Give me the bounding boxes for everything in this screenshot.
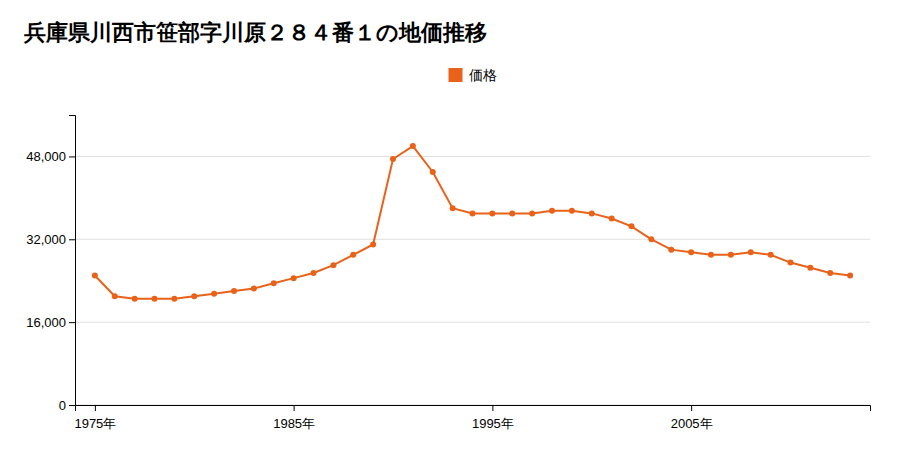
- y-axis: 0 16,000 32,000 48,000: [26, 116, 75, 413]
- y-tick-mark: [69, 405, 75, 406]
- point: [251, 285, 257, 291]
- point: [211, 291, 217, 297]
- x-tick-label: 1995年: [472, 416, 514, 431]
- point: [450, 205, 456, 211]
- point: [629, 223, 635, 229]
- plot: 0 16,000 32,000 48,000 1975年 1985年 1995年 2005年: [26, 116, 870, 432]
- line: [95, 146, 850, 299]
- point: [569, 208, 575, 214]
- point: [470, 210, 476, 216]
- legend-item: 価格: [449, 67, 497, 83]
- y-tick: 16,000: [26, 315, 75, 330]
- point: [668, 247, 674, 253]
- point: [708, 252, 714, 258]
- point: [609, 216, 615, 222]
- x-tick-label: 2005年: [671, 416, 713, 431]
- x-tick-mark: [95, 405, 96, 411]
- points: [92, 143, 853, 302]
- y-tick-mark: [69, 156, 75, 157]
- point: [648, 236, 654, 242]
- x-tick-label: 1975年: [74, 416, 116, 431]
- marks: [92, 143, 853, 302]
- point: [152, 296, 158, 302]
- y-tick-label: 0: [59, 398, 66, 413]
- point: [191, 293, 197, 299]
- x-tick: 1975年: [74, 405, 116, 431]
- point: [589, 210, 595, 216]
- x-tick: 1995年: [472, 405, 514, 431]
- point: [171, 296, 177, 302]
- y-tick-mark: [69, 322, 75, 323]
- grid: [75, 156, 870, 405]
- y-tick-label: 16,000: [26, 315, 66, 330]
- point: [92, 273, 98, 279]
- point: [330, 262, 336, 268]
- x-tick-mark: [691, 405, 692, 411]
- y-tick-label: 32,000: [26, 232, 66, 247]
- title: 兵庫県川西市笹部字川原２８４番１の地価推移: [23, 20, 487, 45]
- chart: 兵庫県川西市笹部字川原２８４番１の地価推移 0 16,000 32,000 48,000…: [0, 0, 900, 450]
- point: [350, 252, 356, 258]
- point: [410, 143, 416, 149]
- point: [748, 249, 754, 255]
- legend-swatch: [449, 68, 463, 82]
- point: [509, 210, 515, 216]
- x-axis-line: [76, 406, 871, 412]
- grid-line: [75, 239, 870, 240]
- point: [549, 208, 555, 214]
- point: [847, 273, 853, 279]
- point: [291, 275, 297, 281]
- grid-line: [75, 156, 870, 157]
- point: [370, 241, 376, 247]
- point: [271, 280, 277, 286]
- point: [231, 288, 237, 294]
- point: [311, 270, 317, 276]
- point: [112, 293, 118, 299]
- point: [807, 265, 813, 271]
- point: [768, 252, 774, 258]
- point: [430, 169, 436, 175]
- y-tick-label: 48,000: [26, 149, 66, 164]
- y-tick: 0: [59, 398, 75, 413]
- y-tick: 32,000: [26, 232, 75, 247]
- x-axis: 1975年 1985年 1995年 2005年: [74, 405, 870, 431]
- x-tick-mark: [492, 405, 493, 411]
- point: [489, 210, 495, 216]
- point: [788, 260, 794, 266]
- point: [529, 210, 535, 216]
- point: [132, 296, 138, 302]
- x-tick: 1985年: [273, 405, 315, 431]
- y-tick-mark: [69, 239, 75, 240]
- x-tick: 2005年: [671, 405, 713, 431]
- grid-line: [75, 322, 870, 323]
- point: [688, 249, 694, 255]
- y-tick: 48,000: [26, 149, 75, 164]
- legend: 価格: [449, 67, 497, 83]
- point: [390, 156, 396, 162]
- legend-label: 価格: [469, 67, 497, 83]
- point: [827, 270, 833, 276]
- y-axis-line: [69, 116, 76, 406]
- x-tick-mark: [294, 405, 295, 411]
- point: [728, 252, 734, 258]
- x-tick-label: 1985年: [273, 416, 315, 431]
